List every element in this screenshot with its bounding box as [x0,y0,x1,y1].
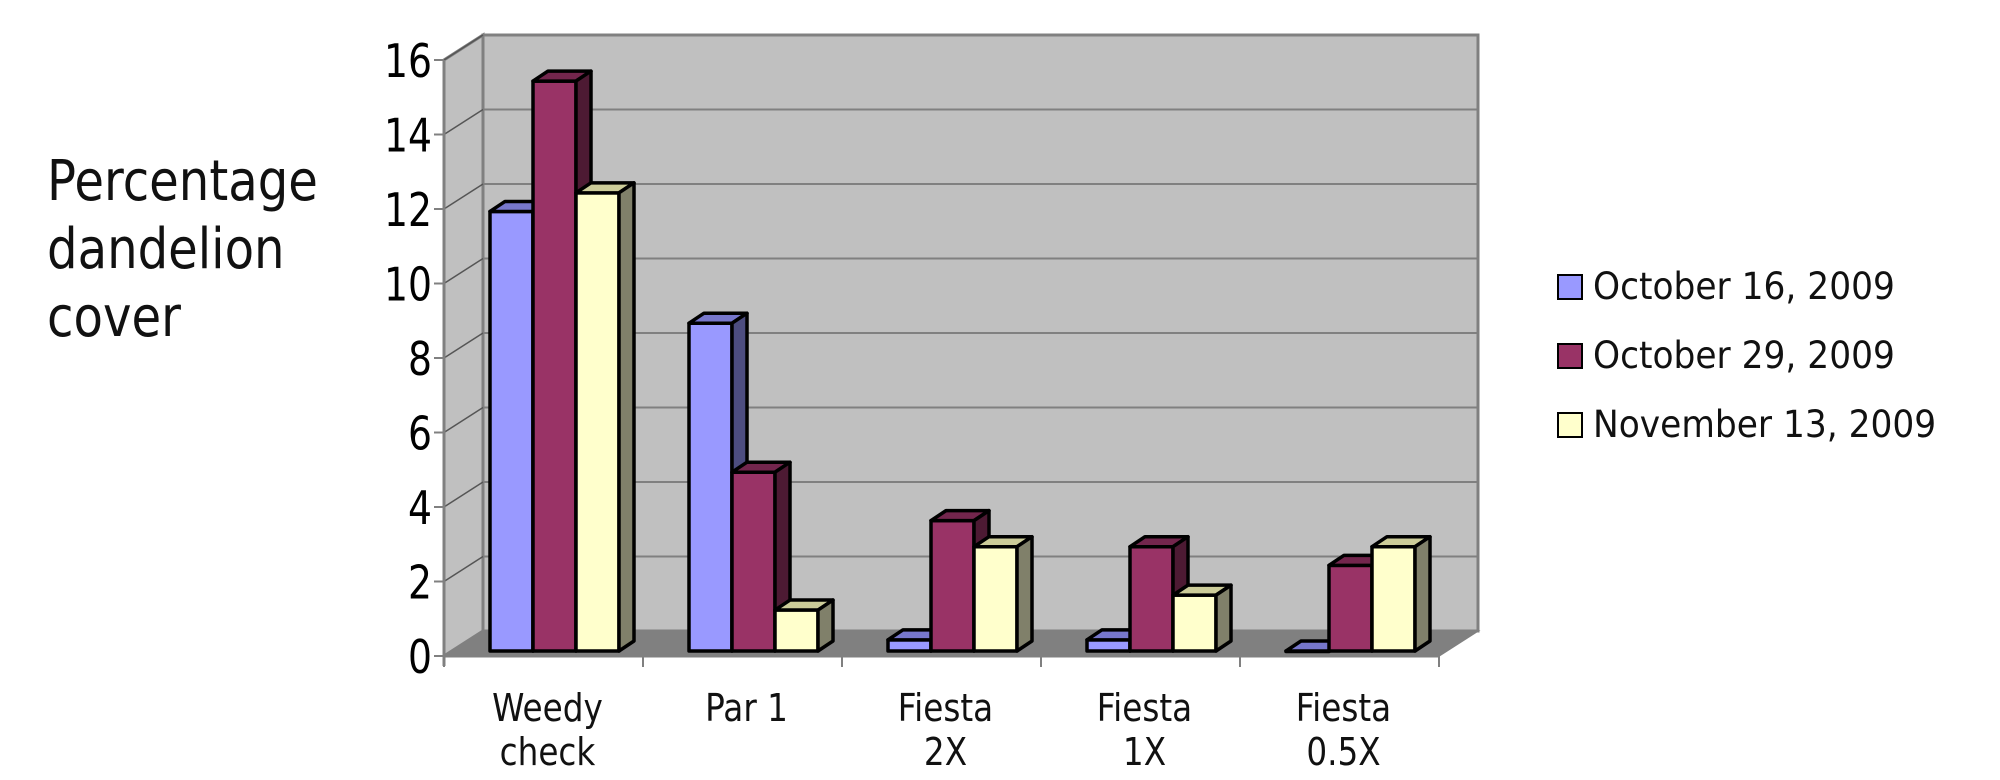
gridline-side [443,257,484,285]
bar-side [816,598,835,653]
bar-front [531,79,578,653]
x-category-label: Fiesta [1097,687,1192,731]
bar-front [687,321,734,653]
legend-label: October 29, 2009 [1593,334,1895,377]
x-category-label: check [500,731,596,775]
y-axis-title: Percentage dandelion cover [47,148,318,352]
bar-front [730,470,777,653]
bar [574,181,636,653]
y-axis-tick-labels: 0 2 4 6 8 10 12 14 16 [384,34,432,684]
x-category-label: Fiesta [898,687,993,731]
y-axis-title-line: dandelion [47,217,285,282]
gridline-side [443,183,484,210]
bar-front [1370,544,1417,653]
y-tick-label: 6 [408,407,432,461]
legend-swatch [1557,273,1583,300]
bar-side [1413,534,1432,653]
bar [773,598,835,653]
y-axis-title-line: Percentage [47,149,318,214]
bar-front [972,544,1019,653]
gridline-side [443,332,484,359]
legend-label: November 13, 2009 [1593,403,1937,446]
gridline-side [443,481,484,508]
bar-series [488,69,1432,654]
bar-front [488,209,535,653]
y-tick-label: 14 [384,109,432,163]
x-category-label: Fiesta [1296,687,1391,731]
x-category-label: Par 1 [705,687,788,731]
bar-front [1327,563,1374,653]
x-category-label: 2X [924,731,967,775]
bar [1370,534,1432,653]
y-tick-label: 2 [408,556,432,610]
x-category-label: 0.5X [1306,731,1380,775]
bar-side [1015,534,1034,653]
y-tick-label: 4 [408,481,432,535]
bar [1171,583,1233,653]
legend-item-nov13: November 13, 2009 [1557,390,1962,459]
bar-front [929,518,976,653]
legend: October 16, 2009 October 29, 2009 Novemb… [1557,252,1962,459]
x-category-label: Weedy [492,687,603,731]
gridline-side [443,108,484,136]
y-tick-label: 8 [408,332,432,386]
gridline-side [443,34,484,61]
legend-swatch [1557,342,1583,369]
legend-item-oct16: October 16, 2009 [1557,252,1962,321]
legend-swatch [1557,411,1583,438]
y-tick-label: 16 [384,34,432,88]
bar-front [1128,544,1175,653]
legend-label: October 16, 2009 [1593,265,1895,308]
bar [972,534,1034,653]
axes [434,59,1440,667]
bar-front [1171,593,1218,653]
y-axis-title-line: cover [47,285,181,350]
gridline-side [443,555,484,583]
bar [730,460,792,653]
y-tick-label: 12 [384,183,432,237]
bar-side [1214,583,1233,653]
bar-front [773,608,820,653]
gridline-side [443,406,484,434]
y-tick-label: 10 [384,258,432,312]
x-category-label: 1X [1123,731,1166,775]
legend-item-oct29: October 29, 2009 [1557,321,1962,390]
y-tick-label: 0 [408,630,432,684]
bar-front [574,191,621,653]
bar-side [617,181,636,653]
